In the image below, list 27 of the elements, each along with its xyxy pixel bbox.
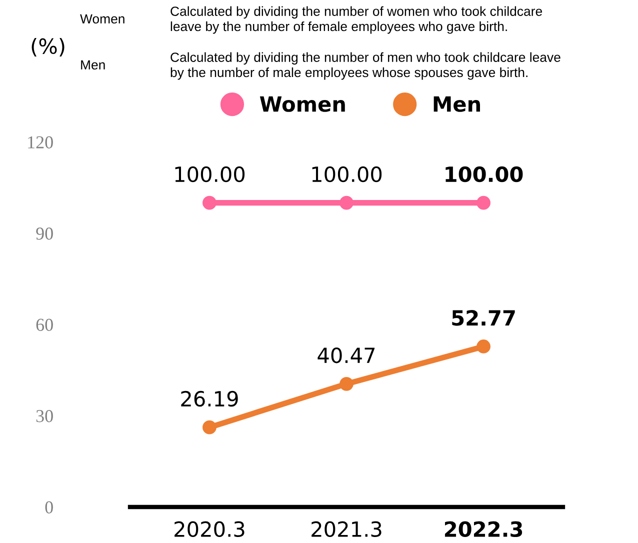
point — [476, 196, 490, 210]
y-tick-label: 90 — [36, 228, 53, 240]
y-tick-label: 60 — [36, 318, 53, 331]
legend-label: Men — [434, 96, 480, 112]
y-tick-label: 120 — [28, 136, 53, 148]
x-tick-label: 2022.3 — [444, 521, 522, 538]
data-label: 52.77 — [452, 310, 515, 326]
point — [202, 196, 216, 210]
data-label: 40.47 — [318, 347, 375, 364]
x-tick-label: 2020.3 — [174, 521, 244, 538]
text: Calculated by dividing the number of women who took childcare leave by the number of female employees who gave birth. — [170, 6, 542, 34]
point — [202, 420, 216, 434]
y-tick-label: 0 — [45, 501, 53, 514]
x-tick-label: 2021.3 — [312, 521, 382, 538]
data-label: 100.00 — [312, 166, 382, 182]
point — [476, 340, 490, 354]
data-label: 100.00 — [175, 166, 245, 182]
text: Calculated by dividing the number of men who took childcare leave by the number of male employees whose spouses gave birth. — [170, 52, 560, 80]
point — [340, 376, 354, 391]
text: Men — [81, 60, 105, 70]
point — [340, 196, 354, 210]
y-axis-title: (%) — [32, 38, 64, 56]
text: Women — [80, 14, 124, 24]
legend-label: Women — [260, 96, 345, 112]
data-label: 100.00 — [446, 166, 523, 182]
y-tick-label: 30 — [36, 410, 53, 422]
data-label: 26.19 — [181, 390, 238, 407]
